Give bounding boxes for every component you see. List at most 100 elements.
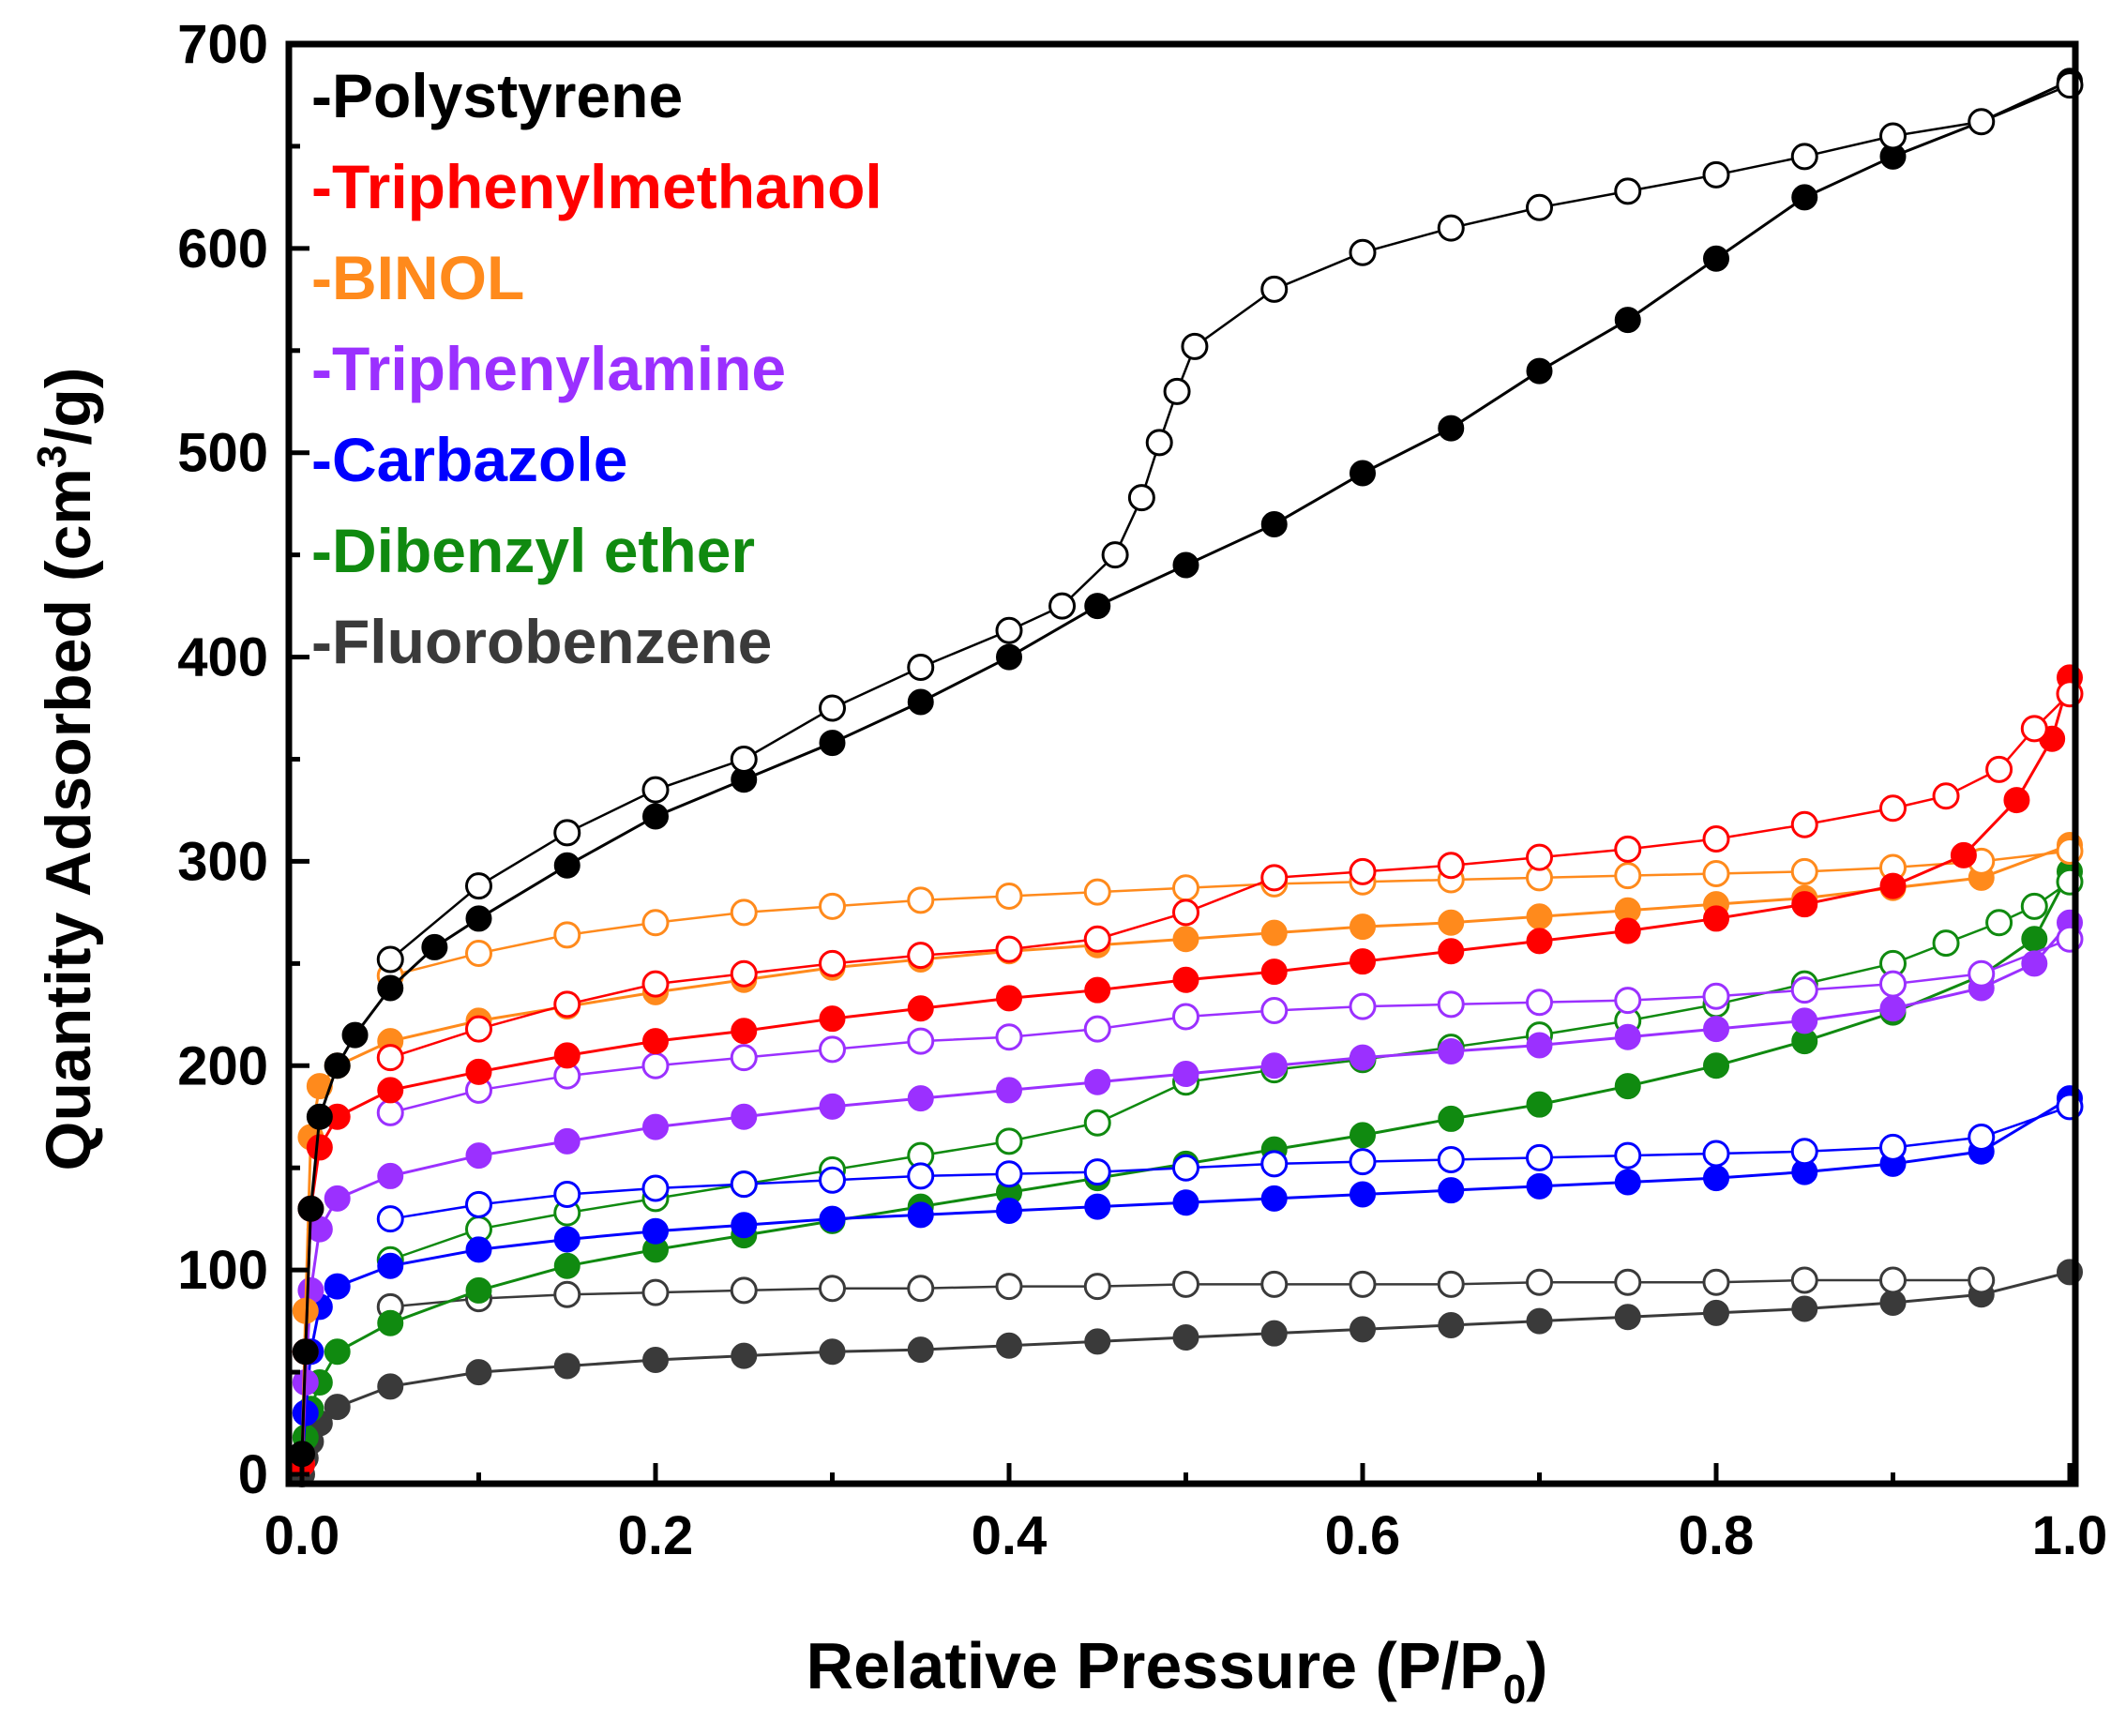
fluorobenzene-adsorption-point — [1879, 1290, 1907, 1316]
triphenylamine-adsorption-point — [377, 1162, 404, 1189]
triphenylmethanol-desorption-point — [1437, 852, 1465, 880]
triphenylmethanol-adsorption-point — [996, 985, 1022, 1012]
binol-adsorption-point — [1526, 903, 1553, 930]
triphenylmethanol-desorption-point — [1879, 794, 1907, 823]
dibenzyl-ether-desorption-line — [389, 881, 2071, 1261]
triphenylamine-desorption-point — [641, 1051, 670, 1079]
legend-entry: -Triphenylamine — [311, 334, 786, 403]
polystyrene-desorption-point — [1968, 108, 1996, 136]
carbazole-adsorption-point — [324, 1273, 351, 1300]
binol-desorption-point — [1614, 862, 1642, 890]
triphenylamine-desorption-point — [1349, 992, 1377, 1020]
polystyrene-adsorption-point — [292, 1338, 319, 1366]
y-axis-title-end: /g) — [33, 368, 104, 445]
triphenylmethanol-adsorption-point — [377, 1077, 404, 1104]
carbazole-desorption-point — [1083, 1158, 1111, 1186]
carbazole-adsorption-point — [819, 1205, 846, 1232]
carbazole-desorption-point — [1968, 1124, 1996, 1152]
series-group — [289, 68, 2084, 1468]
triphenylmethanol-desorption-point — [465, 1015, 492, 1043]
triphenylmethanol-adsorption-point — [1438, 938, 1465, 965]
fluorobenzene-desorption-point — [553, 1280, 581, 1308]
fluorobenzene-adsorption-point — [1260, 1320, 1288, 1347]
triphenylmethanol-desorption-point — [995, 935, 1023, 963]
dibenzyl-ether-adsorption-point — [1438, 1105, 1465, 1132]
carbazole-adsorption-point — [1084, 1193, 1111, 1220]
triphenylamine-desorption-point — [1083, 1015, 1111, 1043]
polystyrene-desorption-point — [907, 653, 935, 681]
fluorobenzene-desorption-point — [1349, 1270, 1377, 1298]
fluorobenzene-adsorption-point — [1438, 1311, 1465, 1338]
carbazole-desorption-point — [465, 1190, 492, 1218]
triphenylmethanol-desorption-point — [2020, 715, 2048, 743]
binol-desorption-line — [389, 850, 2071, 977]
x-tick-label: 0.4 — [972, 1505, 1048, 1566]
polystyrene-adsorption-point — [377, 974, 404, 1002]
binol-desorption-point — [819, 892, 846, 920]
x-axis-title-end: ) — [1526, 1629, 1547, 1702]
polystyrene-adsorption-point — [1084, 593, 1111, 620]
polystyrene-desorption-point — [465, 872, 492, 900]
carbazole-adsorption-point — [1260, 1185, 1288, 1212]
carbazole-adsorption-point — [1614, 1169, 1641, 1196]
carbazole-adsorption-point — [996, 1197, 1022, 1224]
dibenzyl-ether-adsorption-point — [377, 1309, 404, 1336]
dibenzyl-ether-desorption-point — [2020, 892, 2048, 920]
triphenylmethanol-adsorption-point — [1172, 966, 1199, 993]
polystyrene-desorption-point — [1437, 214, 1465, 242]
triphenylmethanol-desorption-point — [641, 970, 670, 998]
fluorobenzene-adsorption-point — [1614, 1304, 1641, 1331]
legend-entry: -Fluorobenzene — [311, 607, 772, 676]
y-axis-title-superscript: 3 — [29, 445, 75, 468]
polystyrene-desorption-point — [1127, 484, 1155, 512]
triphenylamine-desorption-point — [1879, 970, 1907, 998]
polystyrene-desorption-point — [995, 616, 1023, 644]
carbazole-desorption-point — [730, 1170, 758, 1199]
triphenylamine-desorption-point — [819, 1035, 846, 1064]
triphenylmethanol-desorption-line — [389, 692, 2071, 1059]
triphenylmethanol-adsorption-point — [1703, 905, 1729, 932]
carbazole-desorption-point — [995, 1160, 1023, 1188]
fluorobenzene-desorption-point — [1260, 1270, 1289, 1298]
triphenylmethanol-desorption-point — [1614, 835, 1642, 863]
triphenylmethanol-adsorption-point — [1526, 928, 1553, 955]
series-group — [289, 1259, 2083, 1487]
carbazole-desorption-point — [1526, 1143, 1553, 1171]
polystyrene-desorption-point — [1260, 275, 1289, 303]
carbazole-adsorption-point — [1438, 1177, 1465, 1204]
carbazole-adsorption-point — [731, 1212, 758, 1239]
carbazole-adsorption-point — [1703, 1165, 1729, 1192]
x-axis-title: Relative Pressure (P/P0) — [807, 1629, 1548, 1713]
binol-desorption-point — [465, 939, 492, 967]
fluorobenzene-adsorption-point — [1703, 1299, 1729, 1326]
triphenylmethanol-desorption-point — [1702, 824, 1730, 853]
triphenylamine-adsorption-point — [1526, 1032, 1553, 1059]
y-tick-label: 300 — [177, 831, 268, 892]
fluorobenzene-adsorption-point — [907, 1336, 934, 1364]
triphenylamine-desorption-point — [1790, 976, 1818, 1004]
fluorobenzene-desorption-point — [1790, 1266, 1818, 1294]
carbazole-adsorption-point — [553, 1226, 581, 1253]
legend-entry: -Carbazole — [311, 425, 627, 494]
polystyrene-adsorption-point — [324, 1052, 351, 1079]
fluorobenzene-adsorption-point — [377, 1373, 404, 1400]
fluorobenzene-desorption-point — [1083, 1273, 1111, 1301]
dibenzyl-ether-adsorption-point — [465, 1276, 492, 1304]
polystyrene-adsorption-point — [1438, 415, 1465, 442]
fluorobenzene-desorption-point — [995, 1273, 1023, 1301]
carbazole-adsorption-point — [465, 1236, 492, 1263]
x-tick-label: 0.8 — [1679, 1505, 1755, 1566]
y-tick-label: 500 — [177, 423, 268, 484]
polystyrene-desorption-point — [730, 746, 758, 773]
binol-desorption-point — [553, 921, 581, 949]
x-axis-title-subscript: 0 — [1503, 1667, 1526, 1713]
triphenylamine-adsorption-point — [324, 1185, 351, 1212]
binol-adsorption-point — [1438, 909, 1465, 936]
y-tick-label: 200 — [177, 1035, 268, 1096]
triphenylmethanol-adsorption-point — [1614, 917, 1641, 944]
triphenylamine-adsorption-point — [1260, 1052, 1288, 1079]
y-tick-label: 100 — [177, 1240, 268, 1301]
binol-adsorption-point — [1260, 919, 1288, 946]
dibenzyl-ether-adsorption-point — [553, 1252, 581, 1279]
carbazole-desorption-point — [1349, 1148, 1377, 1176]
